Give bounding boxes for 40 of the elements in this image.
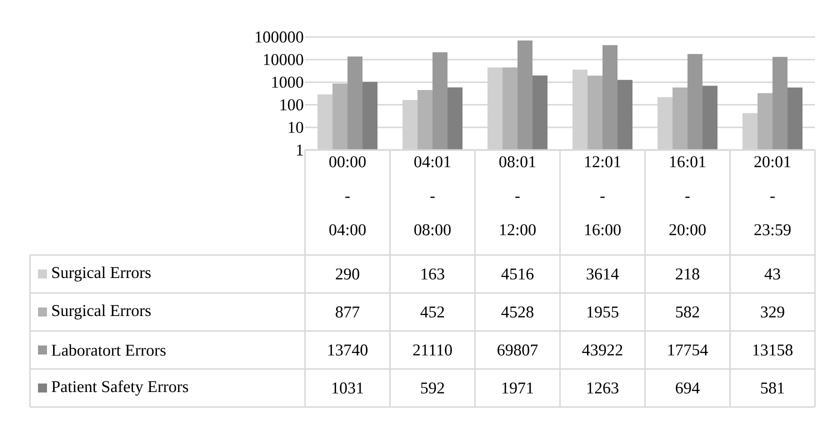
y-tick-label: 100000 <box>256 31 304 43</box>
data-label: 582 <box>676 306 699 318</box>
y-tick-label: 100 <box>280 99 304 110</box>
data-label: 1955 <box>587 306 618 318</box>
data-label: 43 <box>764 268 780 280</box>
legend-label: Patient Safety Errors <box>52 380 188 396</box>
legend-label: Surgical Errors <box>52 266 151 282</box>
category-label: 08:01 - 12:00 <box>499 156 536 236</box>
data-label: 290 <box>336 268 360 280</box>
data-label: 3614 <box>586 268 619 280</box>
category-label: 04:01 - 08:00 <box>414 156 451 236</box>
data-label: 1263 <box>587 382 618 394</box>
data-label: 21110 <box>413 344 452 356</box>
data-label: 1031 <box>332 382 364 394</box>
data-label: 1971 <box>502 382 534 394</box>
data-label: 69807 <box>498 344 538 356</box>
category-label: 16:01 - 20:00 <box>669 156 706 236</box>
y-tick-label: 10000 <box>264 54 304 66</box>
data-label: 4516 <box>501 268 534 280</box>
y-tick-label: 10 <box>288 122 304 133</box>
legend-label: Laboratort Errors <box>52 344 166 356</box>
data-label: 581 <box>761 382 784 394</box>
y-tick-label: 1 <box>296 144 303 156</box>
data-label: 592 <box>421 382 444 394</box>
data-label: 452 <box>420 306 444 318</box>
data-label: 4528 <box>501 306 534 318</box>
category-label: 12:01 - 16:00 <box>585 156 621 236</box>
legend-label: Surgical Errors <box>52 304 151 320</box>
y-tick-label: 1000 <box>272 76 304 88</box>
category-label: 00:00 - 04:00 <box>329 156 366 236</box>
data-label: 694 <box>676 382 700 394</box>
data-label: 877 <box>336 306 360 318</box>
data-label: 13158 <box>753 344 793 356</box>
data-label: 218 <box>676 268 700 280</box>
data-label: 13740 <box>328 344 368 356</box>
data-label: 329 <box>760 306 784 318</box>
data-label: 17754 <box>668 344 708 356</box>
data-label: 163 <box>422 268 444 280</box>
data-label: 43922 <box>582 344 622 356</box>
category-label: 20:01 - 23:59 <box>754 156 791 236</box>
